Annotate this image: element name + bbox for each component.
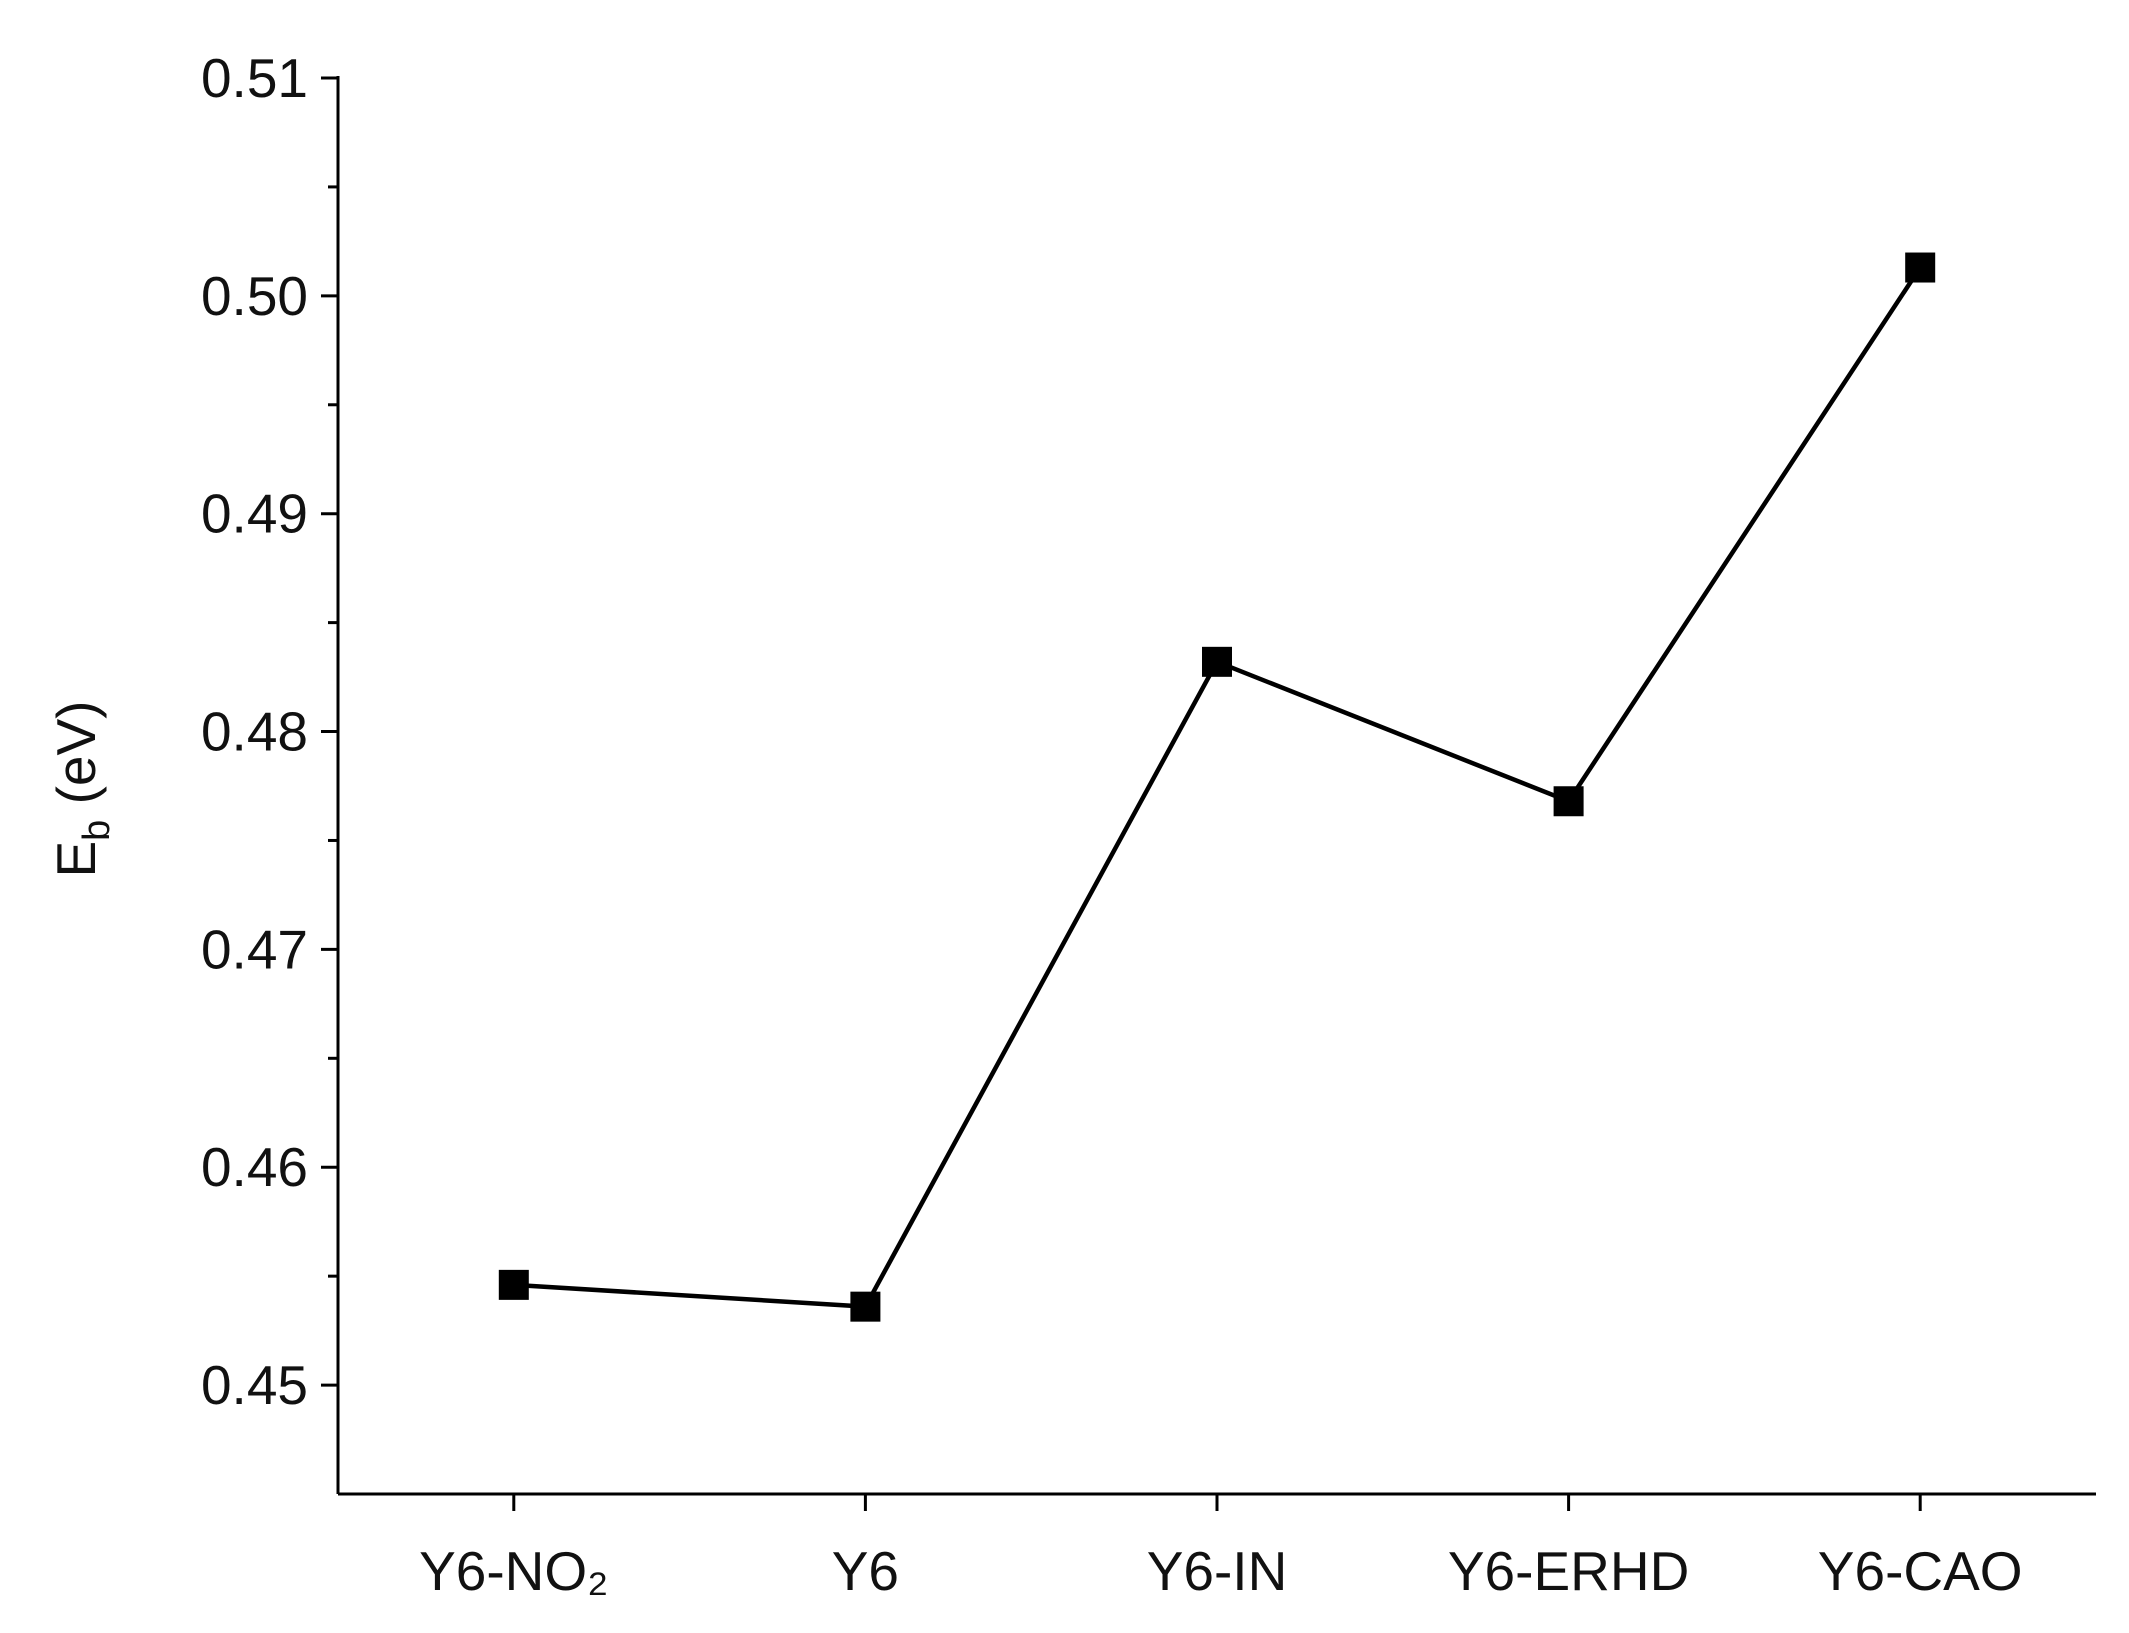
y-tick-label: 0.45 (201, 1354, 308, 1416)
marker (1553, 786, 1584, 817)
y-tick-label: 0.48 (201, 701, 308, 763)
marker (850, 1291, 881, 1322)
x-tick-label: Y6-IN (1147, 1540, 1288, 1602)
x-tick-label: Y6 (832, 1540, 899, 1602)
marker (1905, 252, 1936, 283)
y-label-unit: (eV) (45, 700, 107, 819)
y-label-main: E (45, 841, 107, 878)
y-tick-label: 0.50 (201, 265, 308, 327)
marker (1202, 646, 1232, 677)
x-tick-label: Y6-NO₂ (419, 1540, 608, 1602)
y-label-sub: b (76, 820, 118, 841)
y-tick-label: 0.47 (201, 918, 308, 980)
y-axis-label: Eb (eV) (45, 700, 118, 877)
y-tick-label: 0.46 (201, 1136, 308, 1198)
marker (498, 1269, 529, 1300)
x-tick-label: Y6-ERHD (1448, 1540, 1689, 1602)
y-tick-label: 0.51 (201, 47, 308, 109)
data-line (513, 266, 1923, 1309)
x-tick-label: Y6-CAO (1818, 1540, 2023, 1602)
y-tick-label: 0.49 (201, 483, 308, 545)
